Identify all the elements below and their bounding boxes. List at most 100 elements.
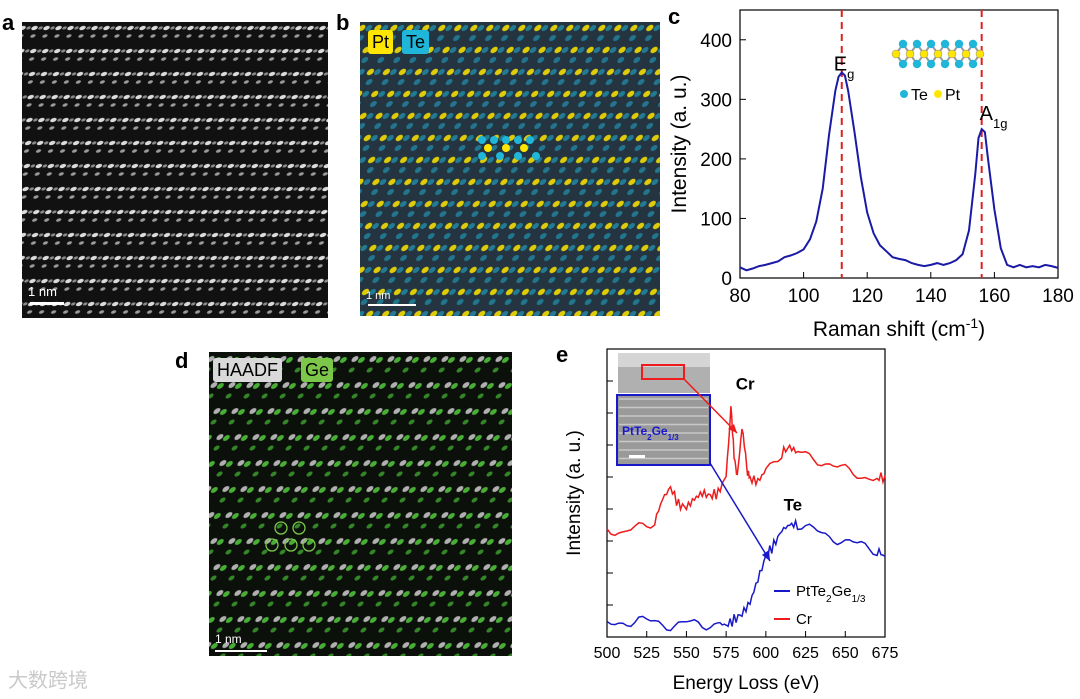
haadf-image-a: 1 nm — [22, 22, 328, 318]
y-tick-label: 400 — [700, 31, 732, 52]
x-tick-label: 550 — [673, 645, 700, 662]
te-atom — [954, 59, 964, 69]
pt-atom — [975, 49, 985, 59]
x-tick-label: 140 — [915, 286, 947, 307]
panel-label-d: d — [175, 348, 189, 373]
y-tick-label: 100 — [700, 209, 732, 230]
te-atom — [968, 39, 978, 49]
y-axis-label: Intensity (a. u.) — [668, 75, 691, 214]
raman-series-line — [739, 70, 1059, 272]
inset-label-sub: 2 — [647, 433, 652, 442]
plot-frame — [606, 348, 886, 638]
te-atom — [912, 39, 922, 49]
te-atom — [940, 59, 950, 69]
x-tick-label: 80 — [729, 286, 750, 307]
inset-label-sub: 1/3 — [668, 433, 680, 442]
te-atom — [940, 39, 950, 49]
watermark: 大数跨境 — [8, 668, 88, 692]
legend-label: Cr — [796, 611, 812, 628]
tag-ge: Ge — [301, 358, 334, 382]
x-axis-label-sup: -1 — [966, 315, 979, 331]
x-tick-label: 180 — [1042, 286, 1074, 307]
lattice-b — [360, 22, 660, 316]
te-atom — [954, 39, 964, 49]
raman-chart: 80 100 120 140 160 180 0 100 200 300 400 Raman shif… — [668, 9, 1074, 341]
x-tick-label: 100 — [788, 286, 820, 307]
inset-label-base: PtTe — [622, 424, 647, 438]
te-atom — [898, 59, 908, 69]
panel-label-a: a — [2, 10, 15, 35]
plot-frame — [739, 9, 1059, 279]
te-atom — [926, 59, 936, 69]
peak-annotation-base: E — [834, 54, 847, 76]
inset-label: PtTe2Ge1/3 — [622, 424, 679, 442]
pt-atom — [961, 49, 971, 59]
x-tick-label: 160 — [979, 286, 1011, 307]
y-tick-label: 200 — [700, 150, 732, 171]
peak-annotation-sub: g — [847, 66, 854, 81]
scalebar-label-d: 1 nm — [215, 632, 242, 646]
inset-zoom-image — [616, 394, 711, 466]
te-atom — [926, 39, 936, 49]
x-tick-label: 600 — [753, 645, 780, 662]
tag-pt: Pt — [368, 30, 394, 54]
x-axis-label: Raman shift (cm-1) — [813, 315, 985, 341]
x-axis-label: Energy Loss (eV) — [673, 673, 820, 694]
arrow-red — [683, 378, 738, 434]
inset-scalebar — [629, 455, 645, 458]
x-tick-label: 625 — [792, 645, 819, 662]
legend-pt-label: Pt — [945, 87, 961, 104]
legend-label-sub: 2 — [826, 594, 832, 605]
x-axis-label-main: Raman shift (cm — [813, 318, 966, 341]
legend-te-label: Te — [911, 87, 928, 104]
x-tick-label: 650 — [832, 645, 859, 662]
tag-haadf: HAADF — [213, 358, 283, 382]
peak-annotation: Eg — [834, 54, 855, 82]
scalebar-label-a: 1 nm — [28, 284, 57, 299]
eels-pttege-series-line — [606, 517, 886, 632]
inset-red-box — [641, 364, 685, 380]
x-tick-label: 500 — [594, 645, 621, 662]
pt-atom — [905, 49, 915, 59]
y-axis-label: Intensity (a. u.) — [564, 430, 585, 556]
pt-atom — [933, 49, 943, 59]
peak-annotation-base: A — [980, 103, 994, 125]
legend-pt-dot — [934, 90, 942, 98]
lattice-a — [22, 22, 328, 318]
overlay-atoms-b — [478, 136, 540, 160]
pt-atom — [891, 49, 901, 59]
legend-label-sub: 1/3 — [852, 594, 866, 605]
x-tick-label: 575 — [713, 645, 740, 662]
arrowhead-blue — [762, 550, 770, 561]
te-atom — [912, 59, 922, 69]
x-tick-label: 525 — [633, 645, 660, 662]
pt-atom — [947, 49, 957, 59]
arrowhead-red — [728, 424, 737, 433]
y-tick-label: 300 — [700, 90, 732, 111]
eds-map-d: HAADF Ge 1 nm — [209, 352, 512, 656]
arrow-blue — [709, 462, 771, 562]
overlay-circles-d — [265, 521, 316, 552]
tag-te: Te — [402, 30, 430, 54]
peak-annotation-sub: 1g — [993, 115, 1007, 130]
legend-label-mid: Ge — [832, 583, 852, 600]
panel-label-e: e — [556, 342, 569, 367]
inset-overview-top — [618, 353, 710, 367]
legend-label-base: Cr — [796, 611, 812, 628]
scalebar-label-b: 1 nm — [366, 290, 391, 302]
y-tick-label: 0 — [721, 269, 732, 290]
eels-chart: 500 525 550 575 600 625 650 675 Energy Loss (eV)… — [564, 348, 899, 694]
inset-label-mid: Ge — [652, 424, 668, 438]
legend-label: PtTe2Ge1/3 — [796, 583, 866, 605]
x-tick-label: 120 — [851, 286, 883, 307]
te-atom — [968, 59, 978, 69]
pt-atom — [919, 49, 929, 59]
x-tick-label: 675 — [872, 645, 899, 662]
crystal-structure-inset — [891, 39, 985, 69]
te-atom — [898, 39, 908, 49]
x-axis-label-end: ) — [978, 318, 985, 341]
lattice-d — [209, 352, 512, 656]
legend-label-base: PtTe — [796, 583, 826, 600]
panel-label-b: b — [336, 10, 350, 35]
eds-map-b: Pt Te 1 nm — [360, 22, 660, 316]
